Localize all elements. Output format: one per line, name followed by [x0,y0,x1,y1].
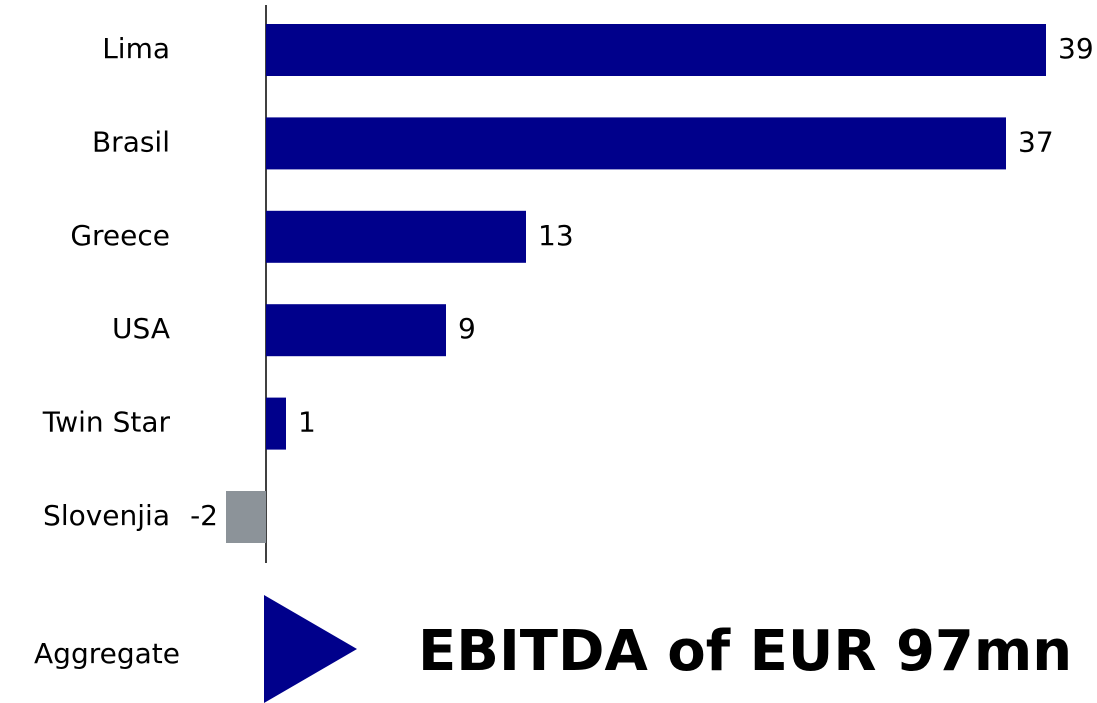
value-label: 9 [458,312,476,345]
bar [266,210,526,263]
category-label: Brasil [92,125,170,158]
arrow [264,595,357,703]
bar [266,24,1046,76]
value-label: 1 [298,406,316,439]
value-label: 13 [538,219,574,252]
bar [266,304,446,357]
category-label: USA [112,312,170,345]
aggregate-label: Aggregate [34,637,180,670]
category-label: Slovenjia [43,499,170,532]
bar [226,491,266,543]
bar [266,117,1006,170]
value-label: -2 [190,499,218,532]
category-label: Greece [70,219,170,252]
category-label: Twin Star [42,406,171,439]
bar [266,397,286,450]
headline: EBITDA of EUR 97mn [418,619,1072,684]
category-label: Lima [102,32,170,65]
value-label: 37 [1018,125,1054,158]
value-label: 39 [1058,32,1094,65]
